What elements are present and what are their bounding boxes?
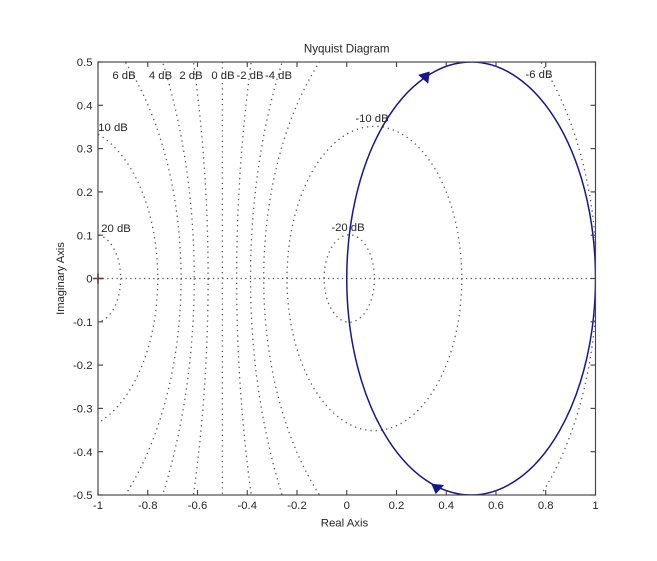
svg-text:0.3: 0.3	[77, 144, 93, 156]
svg-text:Real Axis: Real Axis	[321, 518, 369, 530]
svg-text:-0.6: -0.6	[188, 500, 207, 512]
svg-text:-2 dB: -2 dB	[236, 70, 263, 82]
svg-text:-0.1: -0.1	[73, 317, 92, 329]
svg-text:-0.2: -0.2	[287, 500, 306, 512]
svg-text:-4 dB: -4 dB	[265, 70, 292, 82]
svg-text:4 dB: 4 dB	[149, 70, 172, 82]
svg-text:-0.2: -0.2	[73, 360, 92, 372]
svg-text:-20 dB: -20 dB	[331, 222, 364, 234]
svg-text:-6 dB: -6 dB	[525, 69, 552, 81]
svg-text:0: 0	[86, 274, 92, 286]
svg-text:Nyquist Diagram: Nyquist Diagram	[304, 43, 390, 56]
svg-text:0.8: 0.8	[538, 500, 554, 512]
svg-text:-0.4: -0.4	[73, 447, 92, 459]
svg-text:0 dB: 0 dB	[211, 70, 234, 82]
svg-text:-0.3: -0.3	[73, 404, 92, 416]
svg-text:2 dB: 2 dB	[179, 70, 202, 82]
svg-text:0.2: 0.2	[389, 500, 405, 512]
svg-text:0.2: 0.2	[77, 187, 93, 199]
svg-text:10 dB: 10 dB	[98, 122, 128, 134]
svg-text:0.4: 0.4	[438, 500, 454, 512]
svg-text:0.6: 0.6	[488, 500, 504, 512]
svg-text:20 dB: 20 dB	[101, 223, 131, 235]
svg-text:-10 dB: -10 dB	[355, 113, 388, 125]
svg-text:6 dB: 6 dB	[112, 70, 135, 82]
svg-text:0: 0	[344, 500, 350, 512]
svg-text:1: 1	[592, 500, 598, 512]
svg-text:0.5: 0.5	[77, 57, 93, 69]
svg-text:-1: -1	[93, 500, 103, 512]
svg-text:-0.4: -0.4	[238, 500, 257, 512]
svg-text:-0.8: -0.8	[138, 500, 157, 512]
svg-text:-0.5: -0.5	[73, 490, 92, 502]
svg-text:0.4: 0.4	[77, 100, 93, 112]
svg-text:0.1: 0.1	[77, 230, 93, 242]
svg-text:Imaginary Axis: Imaginary Axis	[55, 242, 67, 315]
